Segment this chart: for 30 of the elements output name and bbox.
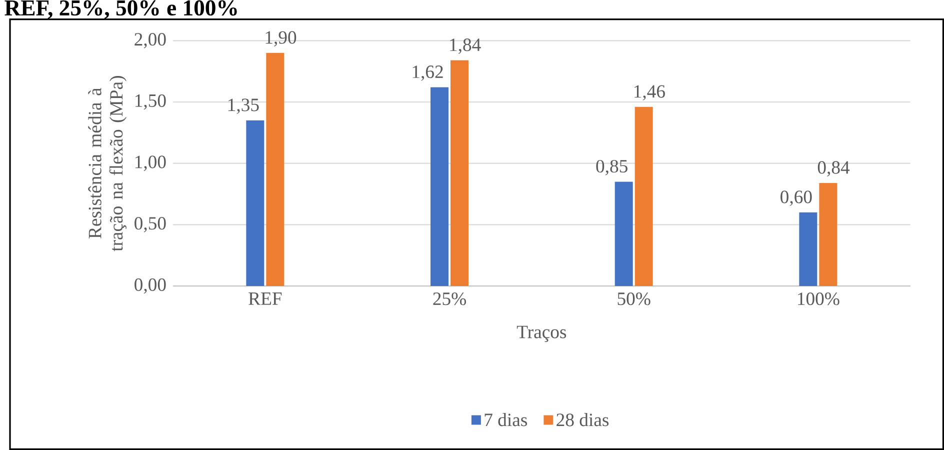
bar <box>246 120 264 286</box>
bar <box>450 60 469 286</box>
data-label: 1,84 <box>450 38 481 54</box>
data-label: 1,35 <box>228 98 259 114</box>
y-tick-label: 0,00 <box>134 278 166 294</box>
x-tick-label: 25% <box>433 292 466 306</box>
bar <box>430 87 449 286</box>
bar <box>819 182 838 286</box>
bar <box>266 52 284 286</box>
data-label: 0,60 <box>780 190 812 206</box>
bar <box>799 212 818 286</box>
y-tick-label: 2,00 <box>134 33 166 48</box>
y-tick-label: 0,50 <box>134 217 166 232</box>
x-tick-label: 50% <box>618 292 650 306</box>
chart-title: REF, 25%, 50% e 100% <box>4 0 237 19</box>
y-tick-label: 1,00 <box>135 156 166 171</box>
x-tick-label: 100% <box>798 292 840 306</box>
data-label: 0,85 <box>596 160 628 176</box>
x-tick-label: REF <box>248 292 282 305</box>
data-label: 1,90 <box>266 31 296 46</box>
bar <box>614 182 633 286</box>
legend-label: 28 dias <box>556 413 609 426</box>
data-label: 1,46 <box>634 85 665 100</box>
y-tick-label: 1,50 <box>135 94 166 110</box>
data-label: 1,62 <box>412 66 443 81</box>
bar <box>634 106 653 286</box>
x-axis-title: Traços <box>516 326 566 342</box>
data-label: 0,84 <box>818 161 850 176</box>
y-axis-title: Resistência média à tração na flexão (MPa) <box>88 76 126 252</box>
legend-label: 7 dias <box>484 413 527 426</box>
